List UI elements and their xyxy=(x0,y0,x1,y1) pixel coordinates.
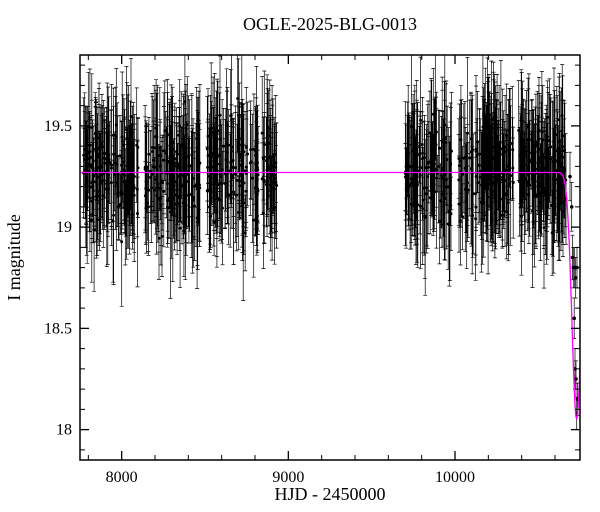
x-tick-label: 10000 xyxy=(435,469,475,486)
x-tick-label: 8000 xyxy=(106,469,138,486)
y-tick-label: 19.5 xyxy=(44,118,72,135)
y-tick-label: 19 xyxy=(56,219,72,236)
y-tick-label: 18.5 xyxy=(44,320,72,337)
y-tick-label: 18 xyxy=(56,422,72,439)
x-tick-label: 9000 xyxy=(272,469,304,486)
x-axis-label: HJD - 2450000 xyxy=(275,484,386,504)
lightcurve-chart: OGLE-2025-BLG-0013 HJD - 2450000 I magnitu… xyxy=(0,0,600,512)
y-axis-label: I magnitude xyxy=(4,214,24,300)
chart-title: OGLE-2025-BLG-0013 xyxy=(243,14,417,34)
